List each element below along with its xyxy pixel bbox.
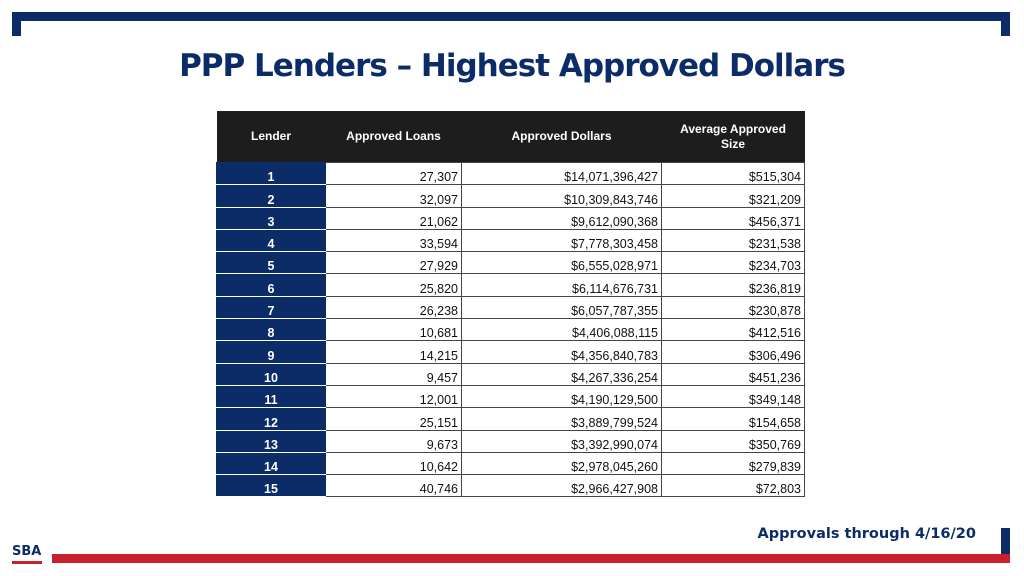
cell-approved-loans: 27,929 <box>325 251 462 275</box>
cell-lender: 12 <box>216 407 326 431</box>
table-header-row: Lender Approved Loans Approved Dollars A… <box>216 111 805 163</box>
footer-right-post <box>1001 528 1010 562</box>
cell-approved-dollars: $4,356,840,783 <box>461 340 662 364</box>
cell-approved-loans: 9,457 <box>325 362 462 386</box>
cell-average-approved-size: $234,703 <box>661 251 805 275</box>
cell-average-approved-size: $306,496 <box>661 340 805 364</box>
cell-average-approved-size: $279,839 <box>661 451 805 476</box>
header-average-approved-size: Average Approved Size <box>661 111 805 163</box>
cell-approved-loans: 33,594 <box>325 228 462 253</box>
cell-approved-dollars: $6,114,676,731 <box>461 273 662 297</box>
cell-approved-loans: 40,746 <box>325 474 462 498</box>
cell-approved-loans: 26,238 <box>325 295 462 320</box>
cell-approved-loans: 9,673 <box>325 429 462 453</box>
cell-average-approved-size: $230,878 <box>661 295 805 320</box>
cell-approved-dollars: $9,612,090,368 <box>461 206 662 230</box>
table-row: 8 10,681 $4,406,088,115 $412,516 <box>216 318 805 342</box>
lenders-table: Lender Approved Loans Approved Dollars A… <box>216 111 805 498</box>
table-row: 4 33,594 $7,778,303,458 $231,538 <box>216 228 805 253</box>
cell-average-approved-size: $321,209 <box>661 184 805 208</box>
cell-average-approved-size: $154,658 <box>661 407 805 431</box>
cell-approved-loans: 10,681 <box>325 318 462 342</box>
footer-red-bar <box>52 554 1010 563</box>
cell-lender: 10 <box>216 362 326 386</box>
sba-logo-icon: SBA <box>12 540 48 568</box>
cell-approved-loans: 21,062 <box>325 206 462 230</box>
cell-approved-loans: 25,820 <box>325 273 462 297</box>
header-approved-loans: Approved Loans <box>325 111 462 163</box>
cell-approved-loans: 14,215 <box>325 340 462 364</box>
cell-lender: 2 <box>216 184 326 208</box>
cell-approved-loans: 27,307 <box>325 161 462 186</box>
header-lender: Lender <box>216 111 326 163</box>
table-row: 9 14,215 $4,356,840,783 $306,496 <box>216 340 805 364</box>
cell-approved-dollars: $6,057,787,355 <box>461 295 662 320</box>
cell-average-approved-size: $350,769 <box>661 429 805 453</box>
cell-average-approved-size: $72,803 <box>661 474 805 498</box>
cell-lender: 1 <box>216 161 326 186</box>
table-row: 14 10,642 $2,978,045,260 $279,839 <box>216 451 805 476</box>
table-row: 6 25,820 $6,114,676,731 $236,819 <box>216 273 805 297</box>
cell-approved-dollars: $4,267,336,254 <box>461 362 662 386</box>
cell-average-approved-size: $412,516 <box>661 318 805 342</box>
cell-approved-dollars: $2,966,427,908 <box>461 474 662 498</box>
cell-approved-dollars: $4,406,088,115 <box>461 318 662 342</box>
top-frame-right-leg <box>1001 12 1010 36</box>
sba-logo-text: SBA <box>12 544 42 559</box>
cell-lender: 3 <box>216 206 326 230</box>
cell-approved-dollars: $2,978,045,260 <box>461 451 662 476</box>
cell-approved-dollars: $6,555,028,971 <box>461 251 662 275</box>
cell-lender: 11 <box>216 384 326 409</box>
lenders-table-container: Lender Approved Loans Approved Dollars A… <box>216 111 805 498</box>
cell-approved-loans: 10,642 <box>325 451 462 476</box>
table-row: 3 21,062 $9,612,090,368 $456,371 <box>216 206 805 230</box>
table-row: 2 32,097 $10,309,843,746 $321,209 <box>216 184 805 208</box>
cell-average-approved-size: $515,304 <box>661 161 805 186</box>
cell-lender: 5 <box>216 251 326 275</box>
cell-approved-dollars: $10,309,843,746 <box>461 184 662 208</box>
table-row: 13 9,673 $3,392,990,074 $350,769 <box>216 429 805 453</box>
slide-title: PPP Lenders – Highest Approved Dollars <box>179 48 846 84</box>
cell-approved-loans: 32,097 <box>325 184 462 208</box>
cell-average-approved-size: $236,819 <box>661 273 805 297</box>
cell-approved-dollars: $4,190,129,500 <box>461 384 662 409</box>
cell-lender: 14 <box>216 451 326 476</box>
cell-average-approved-size: $456,371 <box>661 206 805 230</box>
header-approved-dollars: Approved Dollars <box>461 111 662 163</box>
cell-average-approved-size: $349,148 <box>661 384 805 409</box>
cell-lender: 15 <box>216 474 326 498</box>
cell-average-approved-size: $451,236 <box>661 362 805 386</box>
cell-lender: 6 <box>216 273 326 297</box>
cell-lender: 4 <box>216 228 326 253</box>
cell-average-approved-size: $231,538 <box>661 228 805 253</box>
approvals-date-note: Approvals through 4/16/20 <box>757 526 976 542</box>
table-row: 5 27,929 $6,555,028,971 $234,703 <box>216 251 805 275</box>
top-frame-decoration <box>12 12 1010 36</box>
top-frame-bar <box>12 12 1010 21</box>
cell-approved-dollars: $14,071,396,427 <box>461 161 662 186</box>
table-row: 15 40,746 $2,966,427,908 $72,803 <box>216 474 805 498</box>
cell-lender: 8 <box>216 318 326 342</box>
table-row: 7 26,238 $6,057,787,355 $230,878 <box>216 295 805 320</box>
table-row: 12 25,151 $3,889,799,524 $154,658 <box>216 407 805 431</box>
sba-logo-underline <box>12 561 42 564</box>
cell-approved-dollars: $7,778,303,458 <box>461 228 662 253</box>
cell-lender: 9 <box>216 340 326 364</box>
cell-approved-loans: 25,151 <box>325 407 462 431</box>
cell-approved-loans: 12,001 <box>325 384 462 409</box>
cell-approved-dollars: $3,392,990,074 <box>461 429 662 453</box>
table-row: 1 27,307 $14,071,396,427 $515,304 <box>216 161 805 186</box>
table-row: 10 9,457 $4,267,336,254 $451,236 <box>216 362 805 386</box>
cell-lender: 13 <box>216 429 326 453</box>
table-body: 1 27,307 $14,071,396,427 $515,304 2 32,097 $10… <box>216 161 805 498</box>
top-frame-left-leg <box>12 12 21 36</box>
table-row: 11 12,001 $4,190,129,500 $349,148 <box>216 384 805 409</box>
cell-lender: 7 <box>216 295 326 320</box>
cell-approved-dollars: $3,889,799,524 <box>461 407 662 431</box>
